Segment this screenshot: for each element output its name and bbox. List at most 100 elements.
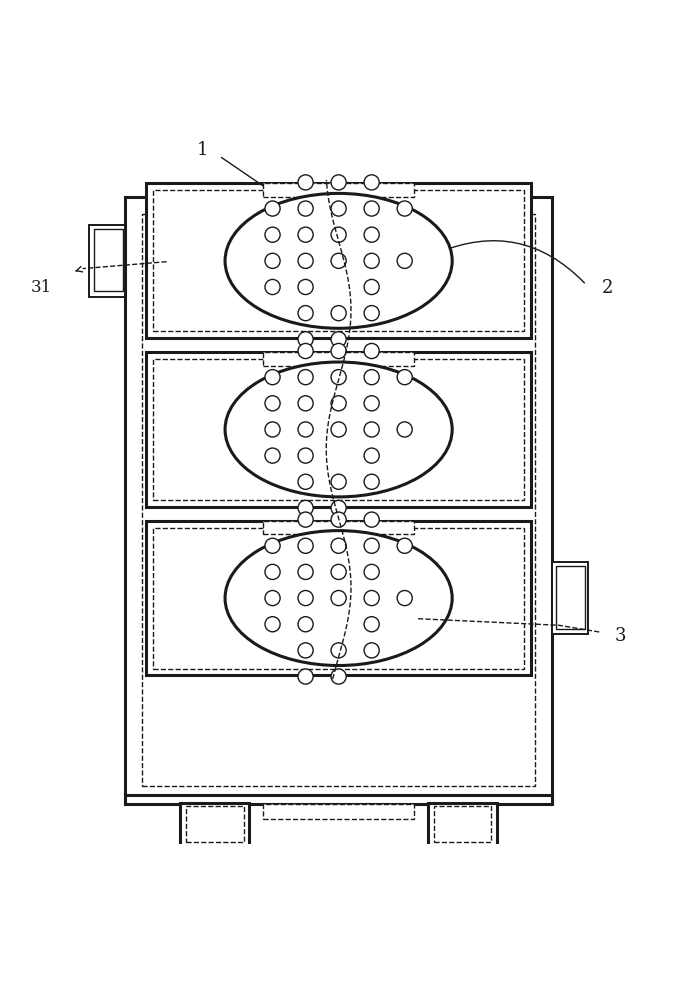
Circle shape [364, 474, 379, 489]
Circle shape [298, 227, 313, 242]
Circle shape [331, 500, 346, 515]
Circle shape [397, 591, 413, 606]
Bar [263, 804, 415, 819]
Circle shape [364, 370, 379, 385]
Circle shape [397, 370, 413, 385]
Circle shape [331, 227, 346, 242]
Circle shape [298, 396, 313, 411]
Circle shape [397, 538, 413, 553]
Circle shape [364, 343, 379, 359]
Bar [556, 566, 585, 629]
Bar [263, 521, 415, 534]
Circle shape [331, 538, 346, 553]
Bar [146, 521, 531, 675]
Bar [125, 795, 552, 804]
Circle shape [364, 617, 379, 632]
Circle shape [298, 564, 313, 579]
Circle shape [298, 617, 313, 632]
Circle shape [364, 227, 379, 242]
Circle shape [265, 564, 280, 579]
Circle shape [331, 396, 346, 411]
Circle shape [265, 279, 280, 295]
Circle shape [298, 422, 313, 437]
Circle shape [298, 370, 313, 385]
Circle shape [364, 422, 379, 437]
Circle shape [298, 538, 313, 553]
Circle shape [364, 512, 379, 527]
Circle shape [364, 175, 379, 190]
Circle shape [298, 201, 313, 216]
Circle shape [265, 227, 280, 242]
Circle shape [364, 306, 379, 321]
Circle shape [331, 253, 346, 268]
Circle shape [364, 279, 379, 295]
Text: 2: 2 [601, 279, 613, 297]
Circle shape [298, 175, 313, 190]
Circle shape [364, 448, 379, 463]
Circle shape [265, 617, 280, 632]
Circle shape [364, 201, 379, 216]
Circle shape [265, 370, 280, 385]
Ellipse shape [225, 362, 452, 497]
Circle shape [397, 201, 413, 216]
Bar [552, 562, 588, 634]
Circle shape [331, 564, 346, 579]
Bar [153, 359, 524, 500]
Circle shape [331, 643, 346, 658]
Circle shape [331, 370, 346, 385]
Text: 1: 1 [196, 141, 208, 159]
Circle shape [331, 343, 346, 359]
Bar [263, 183, 415, 197]
Circle shape [298, 512, 313, 527]
Bar [180, 803, 249, 848]
Circle shape [364, 253, 379, 268]
Circle shape [298, 643, 313, 658]
Circle shape [331, 201, 346, 216]
Circle shape [331, 591, 346, 606]
Circle shape [265, 538, 280, 553]
Circle shape [265, 396, 280, 411]
Bar [125, 197, 552, 803]
Ellipse shape [225, 193, 452, 328]
Circle shape [331, 306, 346, 321]
Circle shape [265, 422, 280, 437]
Circle shape [331, 512, 346, 527]
Circle shape [364, 591, 379, 606]
Text: 31: 31 [30, 279, 52, 296]
Circle shape [298, 279, 313, 295]
Circle shape [331, 474, 346, 489]
Circle shape [298, 343, 313, 359]
Bar [146, 183, 531, 338]
Circle shape [265, 591, 280, 606]
Text: 3: 3 [615, 627, 627, 645]
Circle shape [331, 332, 346, 347]
Circle shape [298, 591, 313, 606]
Bar [142, 214, 536, 786]
Bar [153, 528, 524, 669]
Circle shape [364, 396, 379, 411]
Bar [433, 806, 491, 842]
Circle shape [298, 306, 313, 321]
Bar [146, 352, 531, 507]
Bar [428, 803, 497, 848]
Circle shape [265, 448, 280, 463]
Circle shape [364, 564, 379, 579]
Circle shape [265, 201, 280, 216]
Bar [153, 190, 524, 331]
Circle shape [298, 474, 313, 489]
Circle shape [364, 643, 379, 658]
Circle shape [265, 253, 280, 268]
Circle shape [298, 253, 313, 268]
Bar [249, 196, 428, 214]
Circle shape [331, 669, 346, 684]
Circle shape [397, 253, 413, 268]
Circle shape [331, 422, 346, 437]
Circle shape [298, 500, 313, 515]
Bar [263, 352, 415, 366]
Circle shape [397, 422, 413, 437]
Bar [186, 806, 244, 842]
Circle shape [298, 669, 313, 684]
Ellipse shape [225, 531, 452, 666]
Circle shape [298, 448, 313, 463]
Bar [89, 225, 125, 297]
